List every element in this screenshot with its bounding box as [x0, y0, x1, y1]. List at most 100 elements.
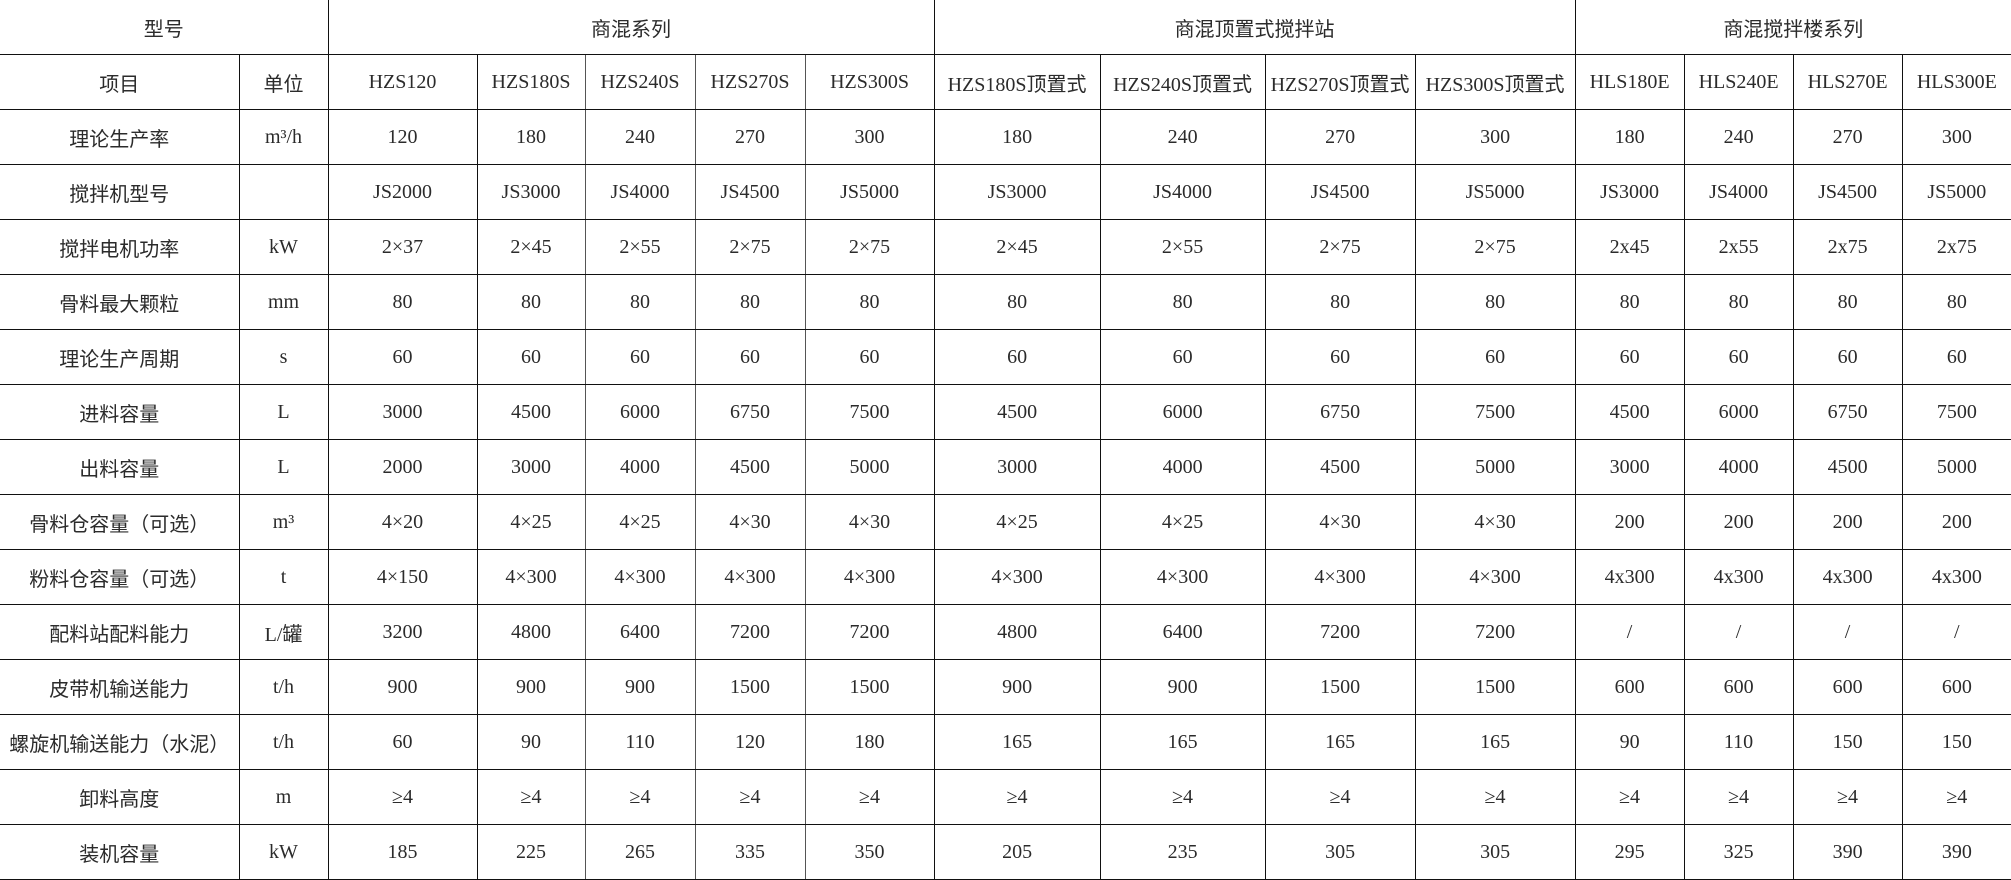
item-label: 装机容量 [0, 824, 240, 880]
value-cell: 200 [1574, 494, 1685, 550]
value-cell: 165 [1099, 714, 1266, 770]
value-cell: 200 [1792, 494, 1903, 550]
value-cell: ≥4 [1574, 769, 1685, 825]
value-cell: / [1901, 604, 2011, 660]
model-header: HZS300S顶置式 [1414, 54, 1576, 110]
value-cell: JS3000 [1574, 164, 1685, 220]
value-cell: 4000 [1099, 439, 1266, 495]
value-cell: 305 [1264, 824, 1416, 880]
value-cell: / [1683, 604, 1794, 660]
value-cell: 180 [476, 109, 586, 165]
value-cell: 2x75 [1792, 219, 1903, 275]
table-row: 粉料仓容量（可选） t 4×150 4×300 4×300 4×300 4×300 4×300… [0, 549, 2011, 605]
value-cell: 80 [1574, 274, 1685, 330]
value-cell: 7200 [694, 604, 806, 660]
value-cell: ≥4 [1901, 769, 2011, 825]
value-cell: 3200 [327, 604, 478, 660]
item-label: 进料容量 [0, 384, 240, 440]
value-cell: 1500 [694, 659, 806, 715]
item-label: 骨料仓容量（可选） [0, 494, 240, 550]
value-cell: 600 [1574, 659, 1685, 715]
value-cell: JS4000 [584, 164, 696, 220]
value-cell: 900 [327, 659, 478, 715]
value-cell: ≥4 [1792, 769, 1903, 825]
unit-label: s [238, 329, 329, 385]
value-cell: 4×20 [327, 494, 478, 550]
value-cell: 150 [1792, 714, 1903, 770]
value-cell: 4×25 [1099, 494, 1266, 550]
value-cell: 80 [804, 274, 935, 330]
value-cell: 60 [1574, 329, 1685, 385]
value-cell: 300 [804, 109, 935, 165]
value-cell: 4×300 [584, 549, 696, 605]
value-cell: 60 [327, 714, 478, 770]
value-cell: 80 [1099, 274, 1266, 330]
value-cell: 900 [584, 659, 696, 715]
value-cell: 5000 [1414, 439, 1576, 495]
value-cell: 390 [1901, 824, 2011, 880]
group-header-row: 型号 商混系列 商混顶置式搅拌站 商混搅拌楼系列 [0, 0, 2011, 55]
value-cell: 350 [804, 824, 935, 880]
item-label: 骨料最大颗粒 [0, 274, 240, 330]
value-cell: 225 [476, 824, 586, 880]
value-cell: 2×75 [804, 219, 935, 275]
value-cell: 4×300 [804, 549, 935, 605]
value-cell: 4×25 [476, 494, 586, 550]
value-cell: 180 [804, 714, 935, 770]
model-header-row: 项目 单位 HZS120 HZS180S HZS240S HZS270S HZS300S HZ… [0, 54, 2011, 110]
value-cell: 4800 [933, 604, 1101, 660]
table-row: 螺旋机输送能力（水泥） t/h 60 90 110 120 180 165 165 165 165 9… [0, 714, 2011, 770]
value-cell: 305 [1414, 824, 1576, 880]
value-cell: 185 [327, 824, 478, 880]
value-cell: 600 [1792, 659, 1903, 715]
value-cell: 4×25 [933, 494, 1101, 550]
table-row: 进料容量 L 3000 4500 6000 6750 7500 4500 6000 6750 750… [0, 384, 2011, 440]
value-cell: 7200 [1414, 604, 1576, 660]
value-cell: 165 [1414, 714, 1576, 770]
value-cell: 4×150 [327, 549, 478, 605]
value-cell: 2×75 [1414, 219, 1576, 275]
value-cell: 7500 [804, 384, 935, 440]
item-column-header: 项目 [0, 54, 240, 110]
value-cell: 3000 [1574, 439, 1685, 495]
value-cell: 1500 [1414, 659, 1576, 715]
value-cell: / [1792, 604, 1903, 660]
group-header: 商混系列 [327, 0, 935, 55]
value-cell: 240 [1683, 109, 1794, 165]
item-label: 螺旋机输送能力（水泥） [0, 714, 240, 770]
value-cell: 4x300 [1901, 549, 2011, 605]
value-cell: 2x55 [1683, 219, 1794, 275]
value-cell: 7500 [1414, 384, 1576, 440]
value-cell: 4500 [694, 439, 806, 495]
value-cell: 6000 [1683, 384, 1794, 440]
value-cell: 60 [1901, 329, 2011, 385]
value-cell: ≥4 [694, 769, 806, 825]
value-cell: 4000 [584, 439, 696, 495]
value-cell: 4×300 [1414, 549, 1576, 605]
value-cell: 4×300 [1099, 549, 1266, 605]
value-cell: 80 [1264, 274, 1416, 330]
value-cell: JS4500 [694, 164, 806, 220]
value-cell: ≥4 [1414, 769, 1576, 825]
value-cell: ≥4 [1099, 769, 1266, 825]
value-cell: JS5000 [1901, 164, 2011, 220]
model-header: HZS240S [584, 54, 696, 110]
value-cell: 60 [476, 329, 586, 385]
item-label: 配料站配料能力 [0, 604, 240, 660]
value-cell: 200 [1683, 494, 1794, 550]
value-cell: 6400 [1099, 604, 1266, 660]
model-header: HZS240S顶置式 [1099, 54, 1266, 110]
value-cell: 5000 [1901, 439, 2011, 495]
unit-label: m³/h [238, 109, 329, 165]
value-cell: ≥4 [1264, 769, 1416, 825]
value-cell: 2000 [327, 439, 478, 495]
model-label: 型号 [0, 0, 329, 55]
value-cell: 240 [584, 109, 696, 165]
value-cell: JS4500 [1792, 164, 1903, 220]
value-cell: 3000 [933, 439, 1101, 495]
value-cell: 4500 [1792, 439, 1903, 495]
value-cell: 4×300 [476, 549, 586, 605]
value-cell: 5000 [804, 439, 935, 495]
value-cell: / [1574, 604, 1685, 660]
value-cell: ≥4 [327, 769, 478, 825]
